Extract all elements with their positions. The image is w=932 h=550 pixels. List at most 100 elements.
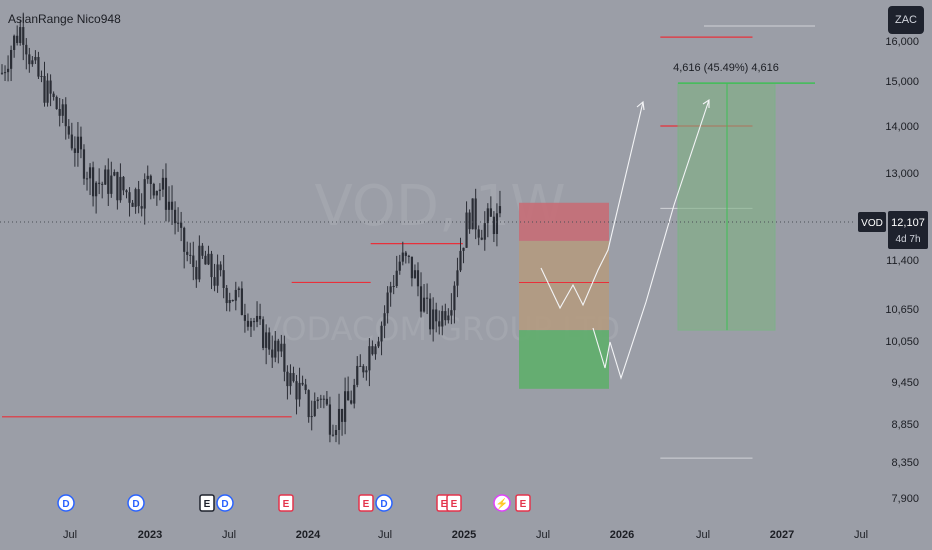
candle-body bbox=[70, 134, 73, 149]
candle-body bbox=[444, 311, 447, 321]
candle-body bbox=[137, 189, 140, 207]
split-label: ⚡ bbox=[496, 497, 508, 510]
candle-body bbox=[67, 126, 70, 135]
candle-body bbox=[289, 373, 292, 387]
candle-body bbox=[95, 182, 98, 197]
candle-body bbox=[207, 253, 210, 265]
candle-body bbox=[356, 365, 359, 385]
candle-body bbox=[40, 75, 43, 77]
candle-body bbox=[310, 416, 313, 418]
candle-body bbox=[177, 222, 180, 224]
candle-body bbox=[283, 343, 286, 372]
candle-body bbox=[286, 371, 289, 387]
price-tag-symbol: VOD bbox=[861, 218, 883, 229]
candle-body bbox=[413, 270, 417, 279]
candle-body bbox=[189, 254, 192, 256]
price-axis-label: 10,650 bbox=[885, 304, 919, 316]
earnings-square bbox=[278, 494, 294, 512]
earnings-label: E bbox=[204, 499, 211, 510]
candle-body bbox=[252, 321, 256, 323]
candle-body bbox=[258, 315, 262, 320]
earnings-marker[interactable]: E bbox=[199, 494, 215, 512]
candle-body bbox=[492, 216, 495, 235]
dividend-marker[interactable]: D bbox=[375, 494, 393, 512]
candle-body bbox=[353, 384, 356, 404]
candle-body bbox=[456, 270, 459, 286]
candle-body bbox=[383, 313, 386, 326]
price-axis-label: 8,850 bbox=[891, 419, 919, 431]
candle-body bbox=[465, 212, 468, 248]
earnings-marker[interactable]: E bbox=[278, 494, 294, 512]
candle-body bbox=[380, 325, 383, 342]
candle-body bbox=[110, 175, 113, 194]
candle-body bbox=[201, 245, 204, 256]
candle-body bbox=[401, 252, 404, 262]
candle-body bbox=[255, 315, 259, 322]
candle-body bbox=[410, 256, 414, 279]
candle-body bbox=[158, 189, 161, 191]
dividend-label: D bbox=[132, 499, 139, 510]
candle-body bbox=[10, 49, 13, 69]
measure-label: 4,616 (45.49%) 4,616 bbox=[673, 62, 779, 74]
candle-body bbox=[389, 286, 392, 293]
earnings-marker[interactable]: E bbox=[446, 494, 462, 512]
candle-body bbox=[495, 213, 499, 235]
candle-body bbox=[167, 201, 171, 210]
candle-body bbox=[268, 332, 271, 350]
candle-body bbox=[386, 292, 389, 314]
candle-body bbox=[307, 390, 310, 418]
candle-body bbox=[231, 299, 234, 301]
candle-body bbox=[337, 408, 341, 430]
candles bbox=[0, 12, 502, 445]
split-marker[interactable]: ⚡ bbox=[493, 494, 511, 512]
time-axis-label: 2027 bbox=[770, 529, 794, 541]
candle-body bbox=[271, 349, 274, 358]
candle-body bbox=[113, 172, 116, 176]
candle-body bbox=[146, 175, 149, 180]
candle-body bbox=[143, 179, 146, 209]
candle-body bbox=[125, 190, 128, 193]
candle-body bbox=[0, 72, 4, 74]
candle-body bbox=[64, 104, 67, 127]
earnings-label: E bbox=[363, 499, 370, 510]
candle-body bbox=[25, 44, 28, 55]
currency-button[interactable]: ZAC bbox=[888, 6, 924, 34]
candle-body bbox=[277, 340, 280, 352]
candle-body bbox=[377, 341, 380, 347]
time-axis[interactable]: Jul 2023 Jul 2024 Jul 2025 Jul 2026 Jul 2027 Jul bbox=[63, 529, 868, 541]
candle-body bbox=[195, 267, 198, 280]
time-axis-label: Jul bbox=[63, 529, 77, 541]
last-price-tag: VOD 12,107 4d 7h bbox=[858, 211, 928, 249]
candle-body bbox=[237, 288, 240, 290]
earnings-label: E bbox=[451, 499, 458, 510]
dividend-marker[interactable]: D bbox=[127, 494, 145, 512]
candle-body bbox=[325, 398, 328, 405]
candle-body bbox=[486, 208, 489, 224]
trade-zones bbox=[519, 82, 815, 389]
candle-body bbox=[28, 54, 31, 65]
entry-zone bbox=[519, 240, 609, 331]
candle-body bbox=[91, 167, 95, 197]
candle-body bbox=[134, 189, 137, 207]
candle-body bbox=[161, 177, 165, 190]
price-axis[interactable]: 16,000 15,000 14,000 13,000 11,400 10,650 10,0… bbox=[885, 36, 919, 505]
candle-body bbox=[76, 136, 80, 153]
event-markers[interactable]: D D E D E E D E E ⚡ E bbox=[57, 494, 531, 512]
price-axis-label: 16,000 bbox=[885, 36, 919, 48]
candle-body bbox=[186, 251, 189, 255]
candle-body bbox=[3, 72, 7, 74]
earnings-marker[interactable]: E bbox=[358, 494, 374, 512]
candle-body bbox=[149, 175, 152, 184]
earnings-marker[interactable]: E bbox=[515, 494, 531, 512]
time-axis-label: Jul bbox=[854, 529, 868, 541]
candle-body bbox=[328, 404, 332, 435]
candle-body bbox=[37, 56, 40, 77]
dividend-marker[interactable]: D bbox=[216, 494, 234, 512]
candle-body bbox=[222, 270, 225, 288]
candle-body bbox=[46, 80, 49, 103]
candle-body bbox=[198, 245, 201, 280]
projection-arrow-2 bbox=[702, 98, 710, 108]
candle-body bbox=[249, 321, 253, 327]
dividend-marker[interactable]: D bbox=[57, 494, 75, 512]
